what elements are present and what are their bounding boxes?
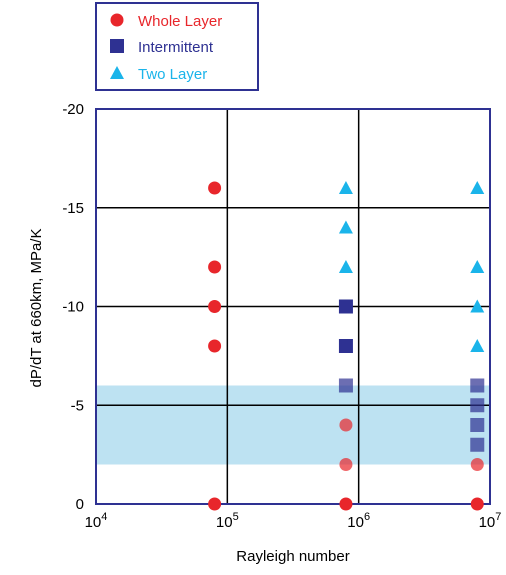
data-point-whole-layer [339, 497, 353, 511]
data-point-whole-layer [208, 300, 222, 313]
x-tick-label: 104 [85, 511, 108, 531]
legend-marker-intermittent [110, 39, 124, 53]
plot-frame [95, 108, 491, 505]
data-point-two-layer [338, 220, 353, 234]
data-point-whole-layer [208, 260, 222, 274]
data-point-whole-layer [208, 497, 222, 511]
y-tick-label: -5 [71, 397, 84, 414]
data-markers [208, 181, 485, 511]
data-point-two-layer [338, 181, 353, 194]
x-tick-labels: 104 105 106 107 [85, 511, 502, 531]
legend-marker-two-layer [110, 66, 124, 79]
x-tick-label: 106 [347, 511, 370, 531]
x-tick-label: 105 [216, 511, 239, 531]
data-point-whole-layer [339, 458, 353, 471]
data-point-intermittent [338, 299, 353, 314]
data-point-whole-layer [208, 339, 222, 353]
x-tick-label: 107 [479, 511, 502, 531]
y-tick-label: -15 [62, 200, 84, 217]
data-point-two-layer [338, 260, 353, 273]
data-point-intermittent [338, 378, 353, 393]
shaded-band-layer [96, 385, 490, 465]
legend: Whole Layer Intermittent Two Layer [95, 2, 259, 91]
shaded-band [96, 385, 490, 465]
data-point-intermittent [470, 437, 485, 452]
legend-marker-whole-layer [110, 13, 124, 27]
legend-label-two-layer: Two Layer [138, 66, 207, 83]
data-point-whole-layer [470, 458, 484, 471]
data-point-intermittent [470, 398, 485, 413]
data-point-two-layer [470, 299, 485, 313]
x-axis-label: Rayleigh number [236, 548, 349, 565]
legend-label-whole-layer: Whole Layer [138, 13, 222, 30]
data-point-whole-layer [208, 181, 222, 195]
legend-label-intermittent: Intermittent [138, 39, 214, 56]
data-point-two-layer [470, 339, 485, 352]
data-point-intermittent [338, 339, 353, 353]
legend-markers [110, 13, 124, 79]
data-point-intermittent [470, 378, 485, 393]
y-tick-labels: -20 -15 -10 -5 0 [62, 101, 84, 513]
data-point-whole-layer [339, 418, 353, 432]
data-point-two-layer [470, 181, 485, 194]
y-tick-label: 0 [76, 496, 84, 513]
data-point-intermittent [470, 418, 485, 432]
data-point-two-layer [470, 260, 485, 273]
grid-layer [96, 109, 490, 504]
data-point-whole-layer [470, 497, 484, 511]
y-tick-label: -20 [62, 101, 84, 118]
y-tick-label: -10 [62, 299, 84, 316]
y-axis-label: dP/dT at 660km, MPa/K [28, 229, 45, 388]
